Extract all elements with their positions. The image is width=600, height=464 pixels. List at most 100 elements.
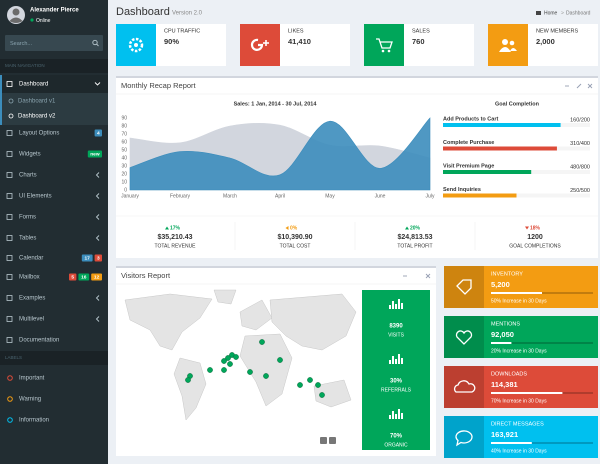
menu-icon [6, 214, 13, 220]
badge [87, 150, 102, 158]
label-icon [7, 417, 13, 423]
menu-item[interactable]: Multilevel [19, 317, 44, 323]
map-marker [207, 367, 213, 373]
goal-bar [443, 193, 517, 198]
side-box-value: 163,921 [491, 430, 518, 439]
search-box[interactable] [5, 35, 103, 51]
side-box [444, 366, 598, 408]
menu-item[interactable]: Widgets [19, 152, 41, 158]
map-marker [297, 382, 303, 388]
badge-text: 12 [94, 275, 100, 281]
breadcrumb[interactable]: Home [544, 10, 558, 16]
submenu-bg [0, 93, 108, 125]
stat-change: 0% [290, 225, 298, 231]
menu-item[interactable]: Documentation [19, 338, 59, 344]
map-land [313, 379, 352, 408]
label-icon [7, 396, 13, 402]
map-marker [221, 367, 227, 373]
menu-item[interactable]: Tables [19, 236, 36, 242]
chevron [95, 214, 100, 220]
info-box-icon-bg [364, 24, 404, 66]
menu-item[interactable]: Dashboard v2 [18, 114, 56, 120]
stat-label: TOTAL PROFIT [397, 243, 432, 249]
badge-text: 5 [71, 275, 74, 281]
icon [134, 43, 138, 47]
chevron [95, 172, 100, 178]
search-placeholder[interactable]: Search... [10, 41, 32, 47]
side-box [444, 316, 598, 358]
tool-close[interactable] [587, 83, 593, 89]
progress-bar [491, 292, 542, 294]
home-icon [536, 11, 541, 15]
menu-item[interactable]: Layout Options [19, 131, 59, 137]
menu-item[interactable]: Examples [19, 296, 45, 302]
menu-item[interactable]: Dashboard [19, 82, 48, 88]
icon [250, 38, 264, 51]
label-item[interactable]: Warning [19, 397, 41, 403]
badge [81, 254, 93, 262]
map-land [239, 333, 293, 407]
map-marker [259, 339, 265, 345]
goal-value: 310/400 [570, 141, 590, 147]
map-marker [185, 377, 191, 383]
box-title: Visitors Report [121, 271, 171, 280]
menu-item[interactable]: Dashboard v1 [18, 99, 56, 105]
menu-icon [6, 337, 13, 343]
map-marker [233, 354, 239, 360]
menu-item[interactable]: UI Elements [19, 194, 52, 200]
user-name: Alexander Pierce [30, 8, 79, 14]
visitors-value: 30% [390, 379, 403, 385]
side-box-icon [456, 279, 472, 295]
side-box-description: 50% Increase in 30 Days [491, 298, 547, 304]
map-marker [307, 377, 313, 383]
chevron [95, 235, 100, 241]
side-box-label: DOWNLOADS [491, 371, 527, 377]
zoom-in[interactable] [320, 437, 327, 444]
menu-item[interactable]: Mailbox [19, 275, 40, 281]
side-box-description: 20% Increase in 30 Days [491, 348, 547, 354]
x-tick-label: February [170, 193, 191, 199]
stat-change: 17% [170, 225, 181, 231]
avatar-body [9, 17, 23, 23]
status-dot [30, 18, 34, 22]
tool-wrench[interactable] [576, 83, 582, 89]
y-tick-label: 10 [121, 179, 127, 185]
icon [510, 48, 517, 51]
stat-amount: $35,210.43 [157, 234, 192, 241]
sparkline-icon [401, 358, 403, 364]
stat-amount: 1200 [527, 234, 543, 241]
badge [94, 254, 102, 262]
tool-close[interactable] [425, 273, 431, 279]
menu-item[interactable]: Calendar [19, 256, 43, 262]
menu-item[interactable]: Charts [19, 173, 37, 179]
info-box-value: 2,000 [536, 37, 555, 46]
icon [502, 39, 508, 45]
x-tick-label: June [375, 193, 386, 199]
menu-icon [6, 130, 13, 136]
menu-icon [8, 113, 14, 119]
zoom-out[interactable] [329, 437, 336, 444]
y-tick-label: 0 [124, 187, 127, 193]
label-item[interactable]: Information [19, 418, 49, 424]
map-land [239, 299, 273, 331]
goal-label: Visit Premium Page [443, 163, 494, 169]
y-tick-label: 40 [121, 155, 127, 161]
map-land [173, 357, 207, 421]
search-icon-handle [96, 43, 99, 47]
menu-item[interactable]: Forms [19, 215, 36, 221]
chevron [94, 82, 101, 86]
page-subtitle: Version 2.0 [172, 11, 203, 17]
change-arrow [405, 226, 409, 230]
area-series [129, 117, 431, 191]
label-item[interactable]: Important [19, 376, 45, 382]
side-box-value: 114,381 [491, 380, 518, 389]
info-box-label: NEW MEMBERS [536, 28, 579, 34]
side-box-icon-bg [444, 316, 484, 358]
menu-icon [8, 98, 14, 104]
side-box-icon-bg [444, 266, 484, 308]
labels-header: LABELS [5, 355, 22, 360]
side-box-label: DIRECT MESSAGES [491, 421, 544, 427]
menu-icon [6, 235, 13, 241]
x-tick-label: April [275, 193, 285, 199]
